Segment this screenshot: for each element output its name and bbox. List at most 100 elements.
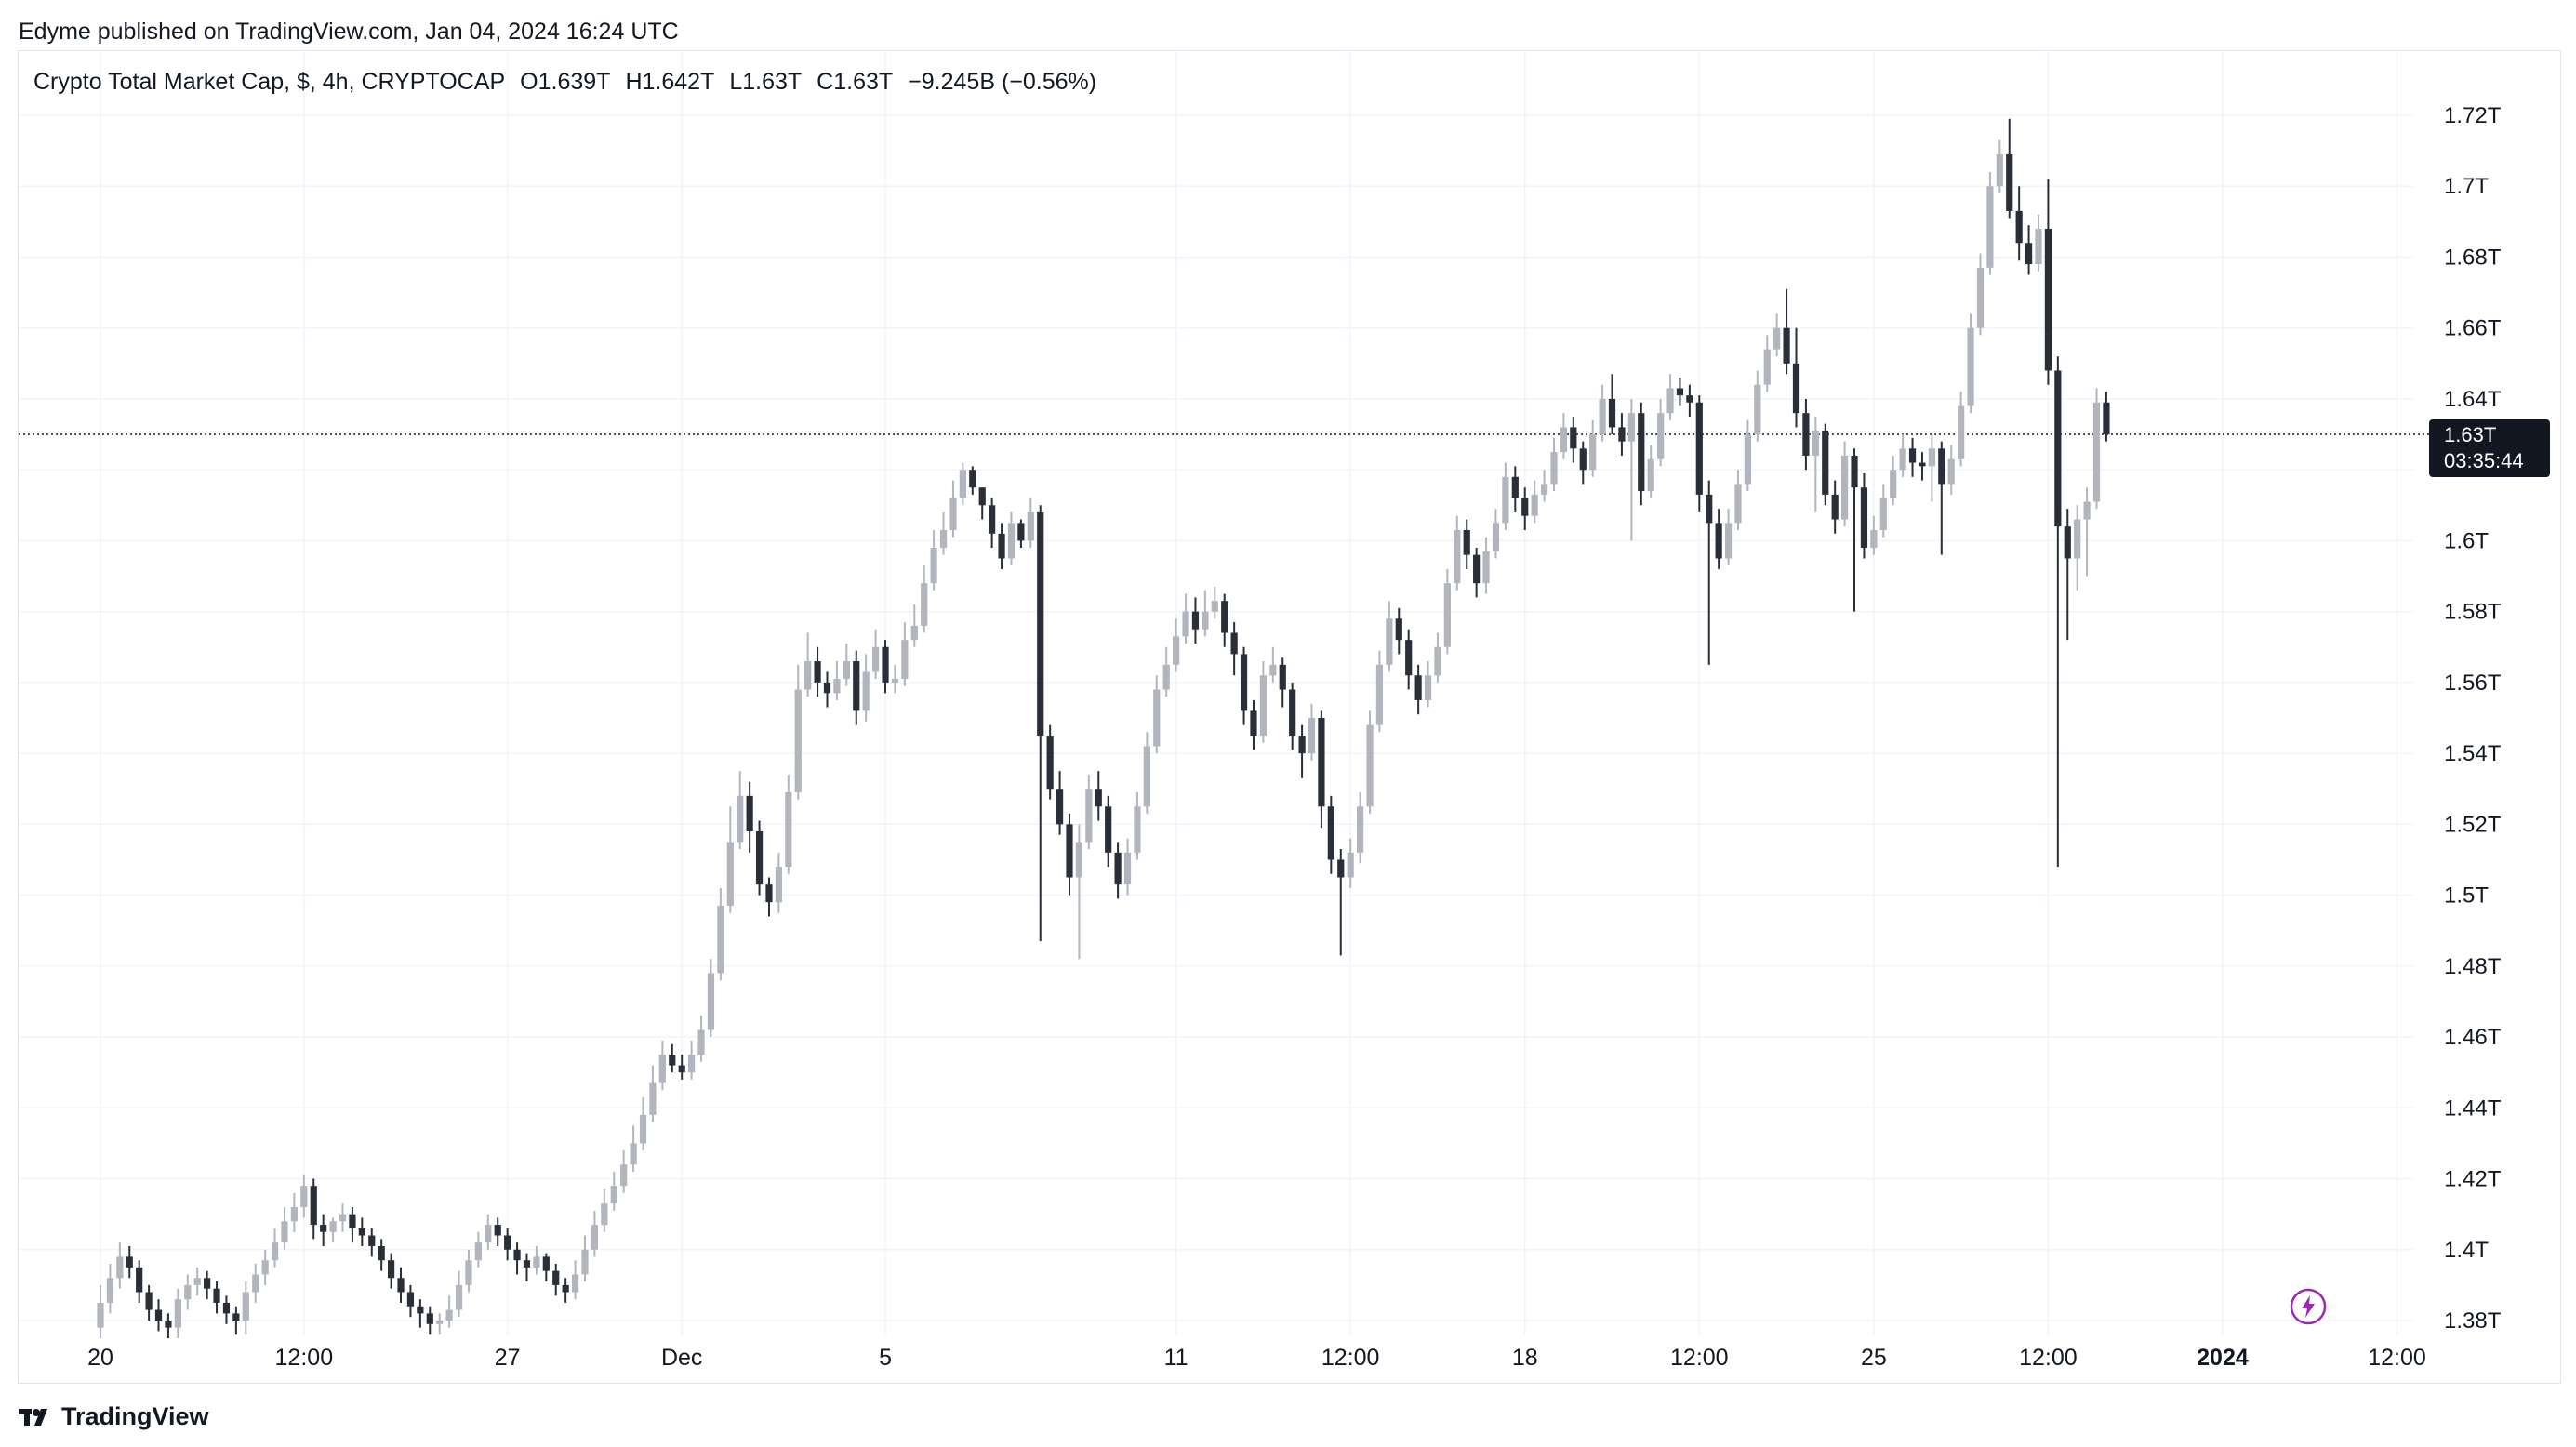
candle-body: [775, 867, 782, 903]
candle-body: [717, 906, 724, 974]
candle-body: [1579, 448, 1587, 471]
candle-body: [649, 1082, 657, 1115]
y-tick-label: 1.54T: [2444, 741, 2502, 766]
candle-body: [1230, 632, 1238, 655]
candle-body: [1123, 852, 1132, 885]
candle-body: [2064, 526, 2071, 559]
lightning-bolt-icon[interactable]: [2290, 1288, 2327, 1325]
candle: [939, 511, 948, 555]
candle: [969, 466, 976, 495]
candle: [436, 1313, 444, 1335]
candle-body: [165, 1321, 172, 1328]
candle: [1763, 335, 1771, 392]
candle-body: [1715, 523, 1722, 559]
candle-body: [1540, 484, 1548, 495]
candle: [2074, 505, 2081, 591]
candle: [1046, 724, 1054, 800]
candle-body: [978, 487, 986, 506]
candle: [1095, 771, 1102, 821]
candle-body: [591, 1225, 599, 1250]
x-tick-label: 12:00: [2368, 1345, 2426, 1371]
legend-low: L1.63T: [729, 69, 803, 95]
candle-body: [1870, 529, 1878, 549]
candle: [1744, 419, 1751, 492]
candle: [174, 1288, 181, 1339]
candle: [445, 1295, 453, 1328]
candle: [1017, 519, 1025, 549]
candle-body: [1366, 724, 1374, 807]
candle: [126, 1245, 133, 1279]
candle-body: [2054, 370, 2062, 527]
candle-body: [1162, 664, 1170, 690]
candle-body: [426, 1313, 433, 1324]
candle: [232, 1306, 240, 1335]
candle: [804, 632, 812, 697]
candle-body: [1599, 398, 1606, 435]
candle: [1211, 586, 1218, 619]
candle: [959, 462, 966, 506]
candle-body: [2044, 228, 2052, 371]
candle-body: [1754, 384, 1761, 435]
candle: [737, 771, 744, 850]
x-tick-label: 27: [495, 1345, 521, 1371]
candle-body: [1191, 611, 1200, 630]
candle: [1908, 437, 1917, 477]
candle-body: [1046, 736, 1054, 790]
candle: [1289, 682, 1296, 750]
y-tick-label: 1.42T: [2444, 1167, 2502, 1192]
candle: [658, 1040, 666, 1091]
chart-frame[interactable]: [18, 50, 2561, 1384]
candle-body: [174, 1299, 181, 1328]
candle: [1066, 813, 1073, 896]
candle: [1734, 470, 1742, 530]
candle: [271, 1228, 279, 1268]
y-tick-label: 1.7T: [2444, 174, 2489, 199]
candle-body: [1860, 487, 1868, 549]
candle: [978, 487, 986, 520]
candle-body: [1976, 267, 1985, 328]
candle-body: [804, 661, 812, 690]
candle: [97, 1284, 104, 1339]
candle: [591, 1210, 599, 1257]
candle-body: [1318, 718, 1325, 807]
y-tick-label: 1.56T: [2444, 670, 2502, 696]
candle-body: [1454, 529, 1461, 584]
y-tick-label: 1.72T: [2444, 103, 2502, 128]
candle: [1337, 849, 1345, 956]
candle: [765, 877, 773, 917]
candle: [1056, 771, 1064, 835]
candle-body: [620, 1164, 628, 1187]
symbol-name[interactable]: Crypto Total Market Cap, $, 4h, CRYPTOCA…: [33, 69, 506, 95]
candle: [853, 650, 860, 725]
candle-body: [290, 1207, 298, 1222]
candle: [533, 1245, 540, 1275]
y-tick-label: 1.52T: [2444, 812, 2502, 837]
candle: [1890, 455, 1897, 506]
candle-body: [1414, 675, 1422, 700]
candle: [193, 1267, 201, 1296]
candle: [154, 1299, 163, 1332]
candle-body: [1511, 476, 1519, 498]
candle-body: [882, 646, 889, 683]
candle: [485, 1214, 492, 1250]
candle: [562, 1278, 569, 1303]
x-tick-label: 11: [1164, 1345, 1188, 1371]
candle-body: [901, 640, 909, 680]
candle-body: [1375, 664, 1384, 725]
candle-body: [1424, 675, 1432, 700]
candle: [1405, 629, 1413, 690]
tradingview-logo[interactable]: TradingView: [19, 1402, 209, 1431]
candle: [726, 806, 734, 913]
time-axis: 20 12:00 27 Dec 5 11 12:00 18 12:00 25 12:00 2024 12…: [87, 1345, 2426, 1371]
candle: [1454, 515, 1461, 591]
candle: [678, 1055, 685, 1080]
bar-countdown: 03:35:44: [2444, 449, 2524, 472]
last-price-badge: 1.63T 03:35:44: [2429, 419, 2550, 477]
candle: [1715, 509, 1722, 569]
candle-body: [959, 470, 966, 498]
candle-body: [853, 661, 860, 711]
candle-body: [1560, 427, 1568, 453]
candle: [136, 1260, 143, 1303]
candle-body: [2025, 243, 2033, 265]
